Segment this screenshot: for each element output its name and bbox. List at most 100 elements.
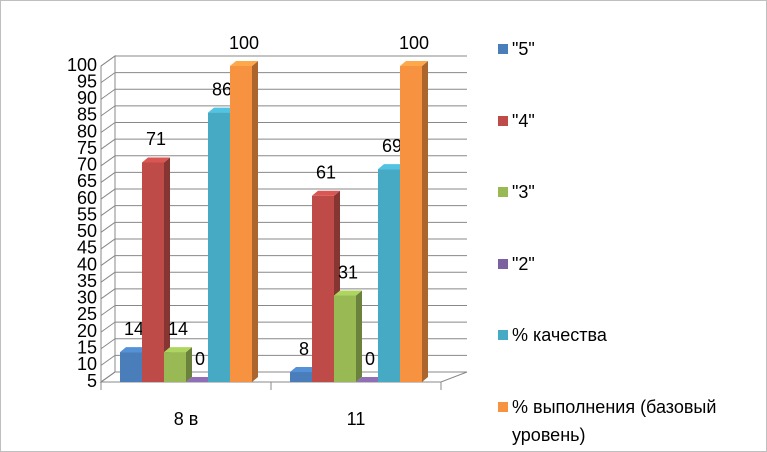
data-label: 0 — [365, 349, 375, 369]
legend-item: % выполнения (базовый уровень) — [498, 393, 763, 452]
y-tick-label: 30 — [77, 288, 97, 308]
y-tick-label: 70 — [77, 155, 97, 175]
data-label: 8 — [299, 339, 309, 359]
grid-line — [100, 305, 116, 316]
y-tick-label: 50 — [77, 221, 97, 241]
grid-line — [100, 138, 116, 150]
grid-line — [100, 371, 116, 383]
grid-line — [100, 221, 116, 233]
y-tick-label: 25 — [77, 304, 97, 324]
legend-swatch — [498, 258, 508, 269]
grid-line — [100, 105, 116, 117]
data-label: 61 — [316, 162, 336, 182]
grid-line — [100, 338, 116, 350]
grid-line — [100, 122, 116, 133]
grid-line — [100, 205, 116, 217]
bar-top — [230, 61, 258, 66]
y-tick-label: 100 — [67, 55, 97, 75]
grid-line — [100, 288, 116, 300]
legend-swatch — [498, 401, 508, 412]
bar-side — [186, 347, 192, 382]
data-label: 0 — [195, 349, 205, 369]
bar-top — [164, 347, 192, 353]
bar-side — [252, 61, 258, 382]
bar-top — [334, 290, 362, 296]
y-tick-label: 80 — [77, 121, 97, 141]
bar-side — [422, 61, 428, 382]
y-tick-label: 40 — [77, 254, 97, 274]
data-label: 71 — [146, 129, 166, 149]
grid-line — [100, 188, 116, 200]
bar-side — [356, 290, 362, 382]
bar-top — [356, 377, 384, 382]
grid-line — [100, 55, 116, 67]
grid-line — [100, 255, 116, 266]
bar-front — [142, 162, 164, 382]
bar-top — [400, 61, 428, 66]
data-label: 100 — [229, 33, 259, 53]
bar — [230, 61, 258, 382]
data-label: 14 — [124, 319, 144, 339]
data-label: 86 — [212, 79, 232, 99]
grid-line — [100, 155, 116, 167]
bar-front — [208, 112, 230, 382]
legend-item: "2" — [498, 250, 763, 322]
data-label: 100 — [399, 33, 429, 53]
legend-item: "3" — [498, 178, 763, 250]
y-tick-label: 65 — [77, 171, 97, 191]
legend-label: % выполнения (базовый уровень) — [512, 396, 717, 445]
back-wall — [100, 55, 116, 383]
grid-line — [100, 72, 116, 84]
x-tick-label: 8 в — [174, 409, 199, 429]
bar — [400, 61, 428, 382]
grid-line — [100, 354, 116, 366]
y-tick-label: 10 — [77, 354, 97, 374]
legend-label: "3" — [512, 182, 535, 202]
y-tick-label: 35 — [77, 271, 97, 291]
data-label: 14 — [168, 319, 188, 339]
y-tick-label: 15 — [77, 337, 97, 357]
y-tick-label: 55 — [77, 204, 97, 224]
y-tick-label: 90 — [77, 88, 97, 108]
bar-front — [230, 66, 252, 382]
grid-line — [100, 271, 116, 283]
y-tick-label: 5 — [87, 371, 97, 391]
bar-top — [142, 157, 170, 163]
legend-swatch — [498, 187, 508, 197]
bar-top — [290, 367, 318, 373]
legend-item: "4" — [498, 107, 763, 179]
data-label: 69 — [382, 136, 402, 156]
grid-line — [100, 321, 116, 333]
y-tick-label: 45 — [77, 238, 97, 258]
y-tick-label: 20 — [77, 321, 97, 341]
legend-label: % качества — [512, 325, 607, 345]
legend-item: "5" — [498, 35, 763, 107]
bar-front — [334, 295, 356, 382]
bar-front — [400, 66, 422, 382]
bar-top — [378, 164, 406, 170]
legend-label: "5" — [512, 39, 535, 59]
legend-item: % качества — [498, 321, 763, 393]
grid-line — [100, 238, 116, 250]
legend: "5" "4" "3" "2" % качества % выполнения (базо… — [498, 35, 763, 452]
bar-side — [164, 157, 170, 382]
y-tick-label: 85 — [77, 105, 97, 125]
bar-front — [312, 195, 334, 382]
bar-top — [120, 347, 148, 353]
y-tick-label: 60 — [77, 188, 97, 208]
legend-label: "2" — [512, 253, 535, 274]
y-tick-label: 95 — [77, 71, 97, 91]
bar-front — [164, 352, 186, 382]
bar-front — [378, 169, 400, 382]
bar — [334, 290, 362, 382]
legend-swatch — [498, 115, 508, 126]
bar — [186, 377, 214, 382]
grid-line — [100, 88, 116, 100]
grid-line — [100, 172, 116, 183]
bar — [356, 377, 384, 382]
legend-swatch — [498, 330, 508, 340]
y-tick-label: 75 — [77, 138, 97, 158]
bar-front — [290, 372, 312, 382]
bar-top — [208, 107, 236, 113]
